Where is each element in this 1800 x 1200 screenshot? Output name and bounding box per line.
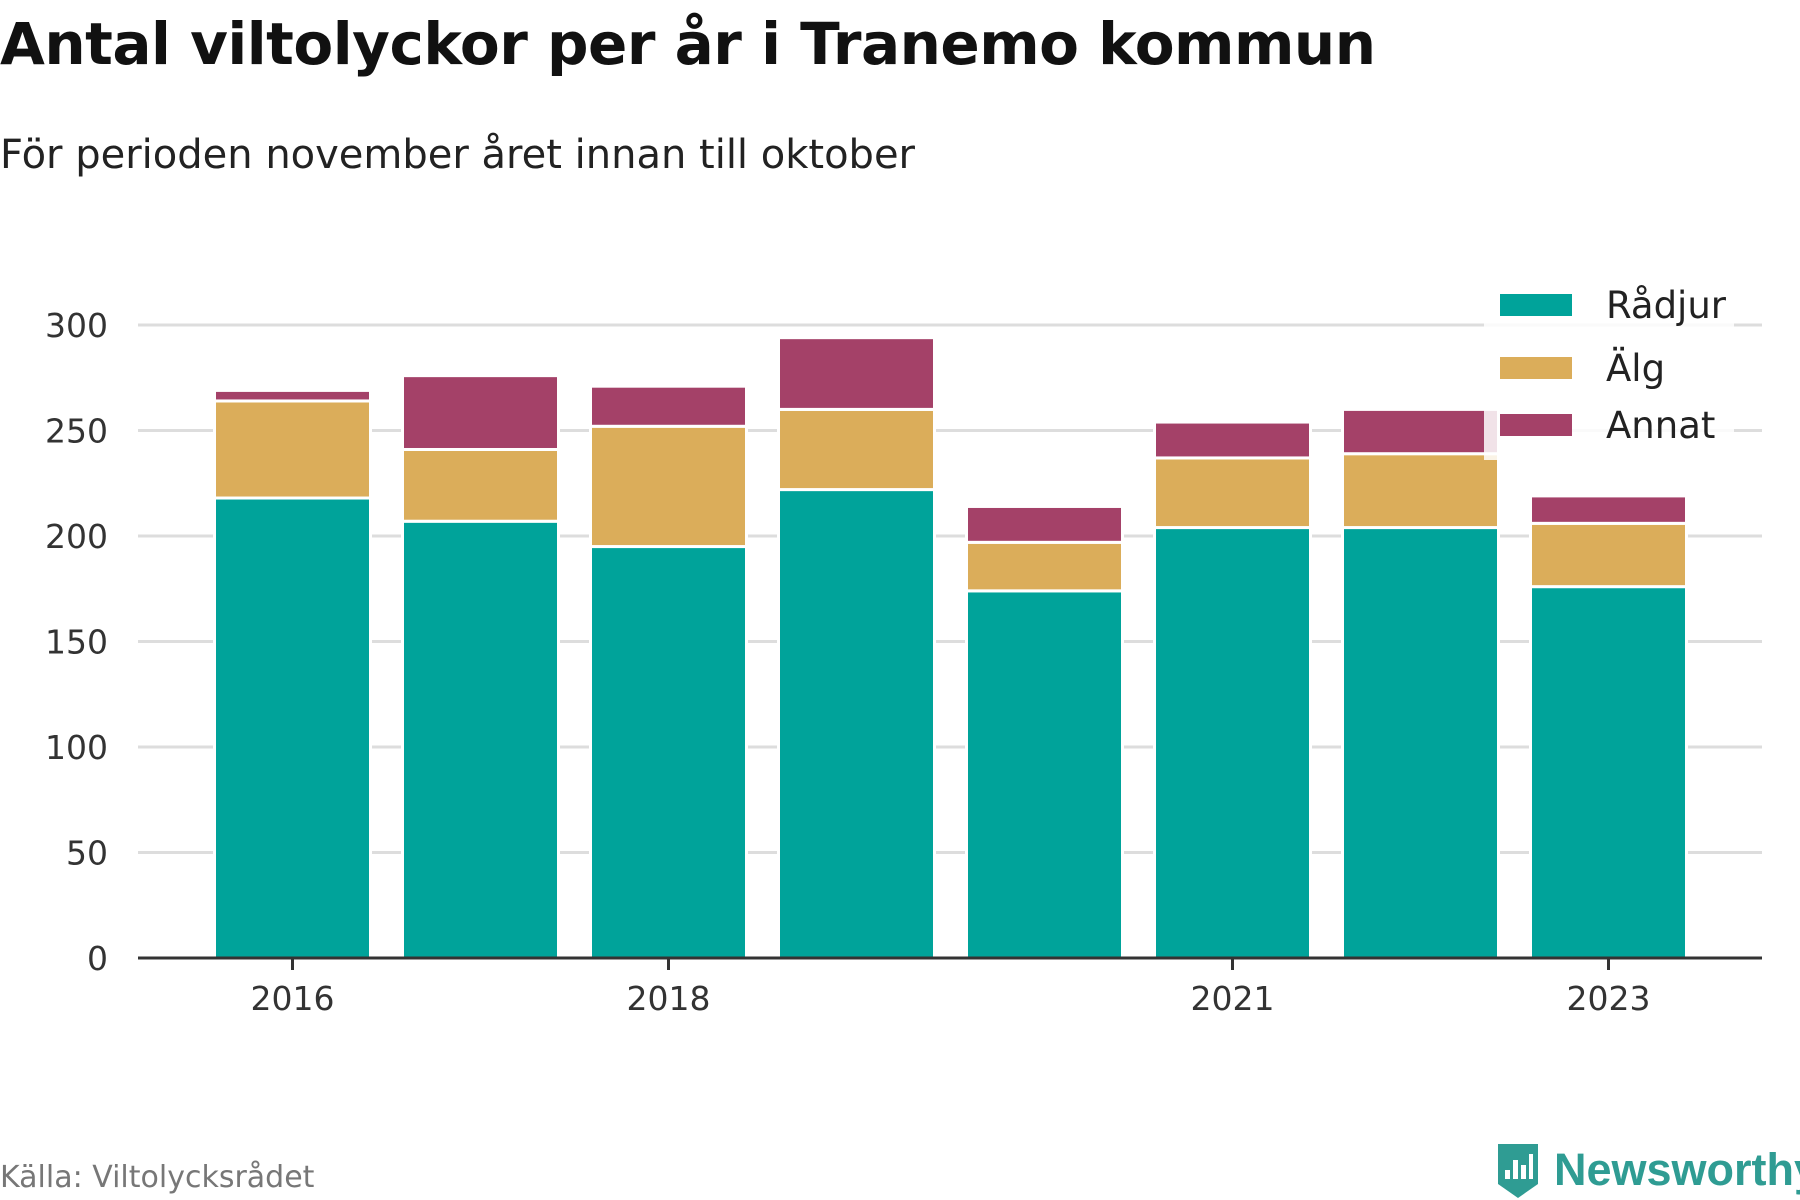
y-tick-label: 50 (66, 834, 108, 873)
bar-rådjur-2023 (1529, 585, 1688, 960)
bar-rådjur-2016 (213, 496, 372, 960)
bars (213, 336, 1688, 960)
bar-annat-2018 (589, 384, 748, 428)
bar-rådjur-2022 (1341, 526, 1500, 960)
bar-älg-2018 (589, 424, 748, 549)
legend-label: Annat (1606, 404, 1715, 447)
x-tick-label: 2016 (251, 979, 335, 1018)
legend-label: Älg (1606, 347, 1665, 390)
source-note: Källa: Viltolycksrådet (0, 1160, 315, 1195)
legend: Rådjur Älg Annat (1484, 282, 1734, 460)
bar-annat-2022 (1341, 407, 1500, 456)
bar-älg-2016 (213, 399, 372, 500)
bar-rådjur-2019 (777, 488, 936, 960)
legend-swatch-rådjur (1500, 294, 1572, 316)
chart-subtitle: För perioden november året innan till ok… (0, 132, 915, 178)
x-tick-label: 2018 (627, 979, 711, 1018)
y-tick-label: 100 (45, 728, 108, 767)
bar-annat-2023 (1529, 494, 1688, 525)
brand-logo: Newsworthy (1494, 1140, 1800, 1200)
bar-älg-2017 (401, 447, 560, 523)
x-tick-label: 2021 (1191, 979, 1275, 1018)
legend-swatch-älg (1500, 357, 1572, 379)
bar-rådjur-2020 (965, 589, 1124, 960)
y-tick-label: 150 (45, 623, 108, 662)
chart-title: Antal viltolyckor per år i Tranemo kommu… (0, 10, 1376, 78)
y-tick-label: 0 (87, 939, 108, 978)
bar-älg-2022 (1341, 452, 1500, 530)
bar-annat-2021 (1153, 420, 1312, 460)
y-tick-label: 250 (45, 412, 108, 451)
bar-älg-2021 (1153, 456, 1312, 530)
bar-annat-2017 (401, 374, 560, 451)
y-tick-label: 300 (45, 306, 108, 345)
bar-chart-badge-icon (1498, 1144, 1538, 1198)
bar-annat-2019 (777, 336, 936, 411)
bar-annat-2016 (213, 388, 372, 403)
bar-rådjur-2018 (589, 545, 748, 960)
brand-name: Newsworthy (1554, 1144, 1800, 1195)
bar-älg-2020 (965, 540, 1124, 593)
x-tick-label: 2023 (1567, 979, 1651, 1018)
y-tick-label: 200 (45, 517, 108, 556)
bar-rådjur-2021 (1153, 526, 1312, 960)
bar-rådjur-2017 (401, 519, 560, 960)
bar-annat-2020 (965, 504, 1124, 544)
legend-label: Rådjur (1606, 284, 1727, 327)
bar-älg-2019 (777, 407, 936, 492)
bar-älg-2023 (1529, 521, 1688, 589)
axes: 0 50 100 150 200 250 300 2016 2018 2021 2023 (45, 306, 1762, 1018)
legend-swatch-annat (1500, 414, 1572, 436)
